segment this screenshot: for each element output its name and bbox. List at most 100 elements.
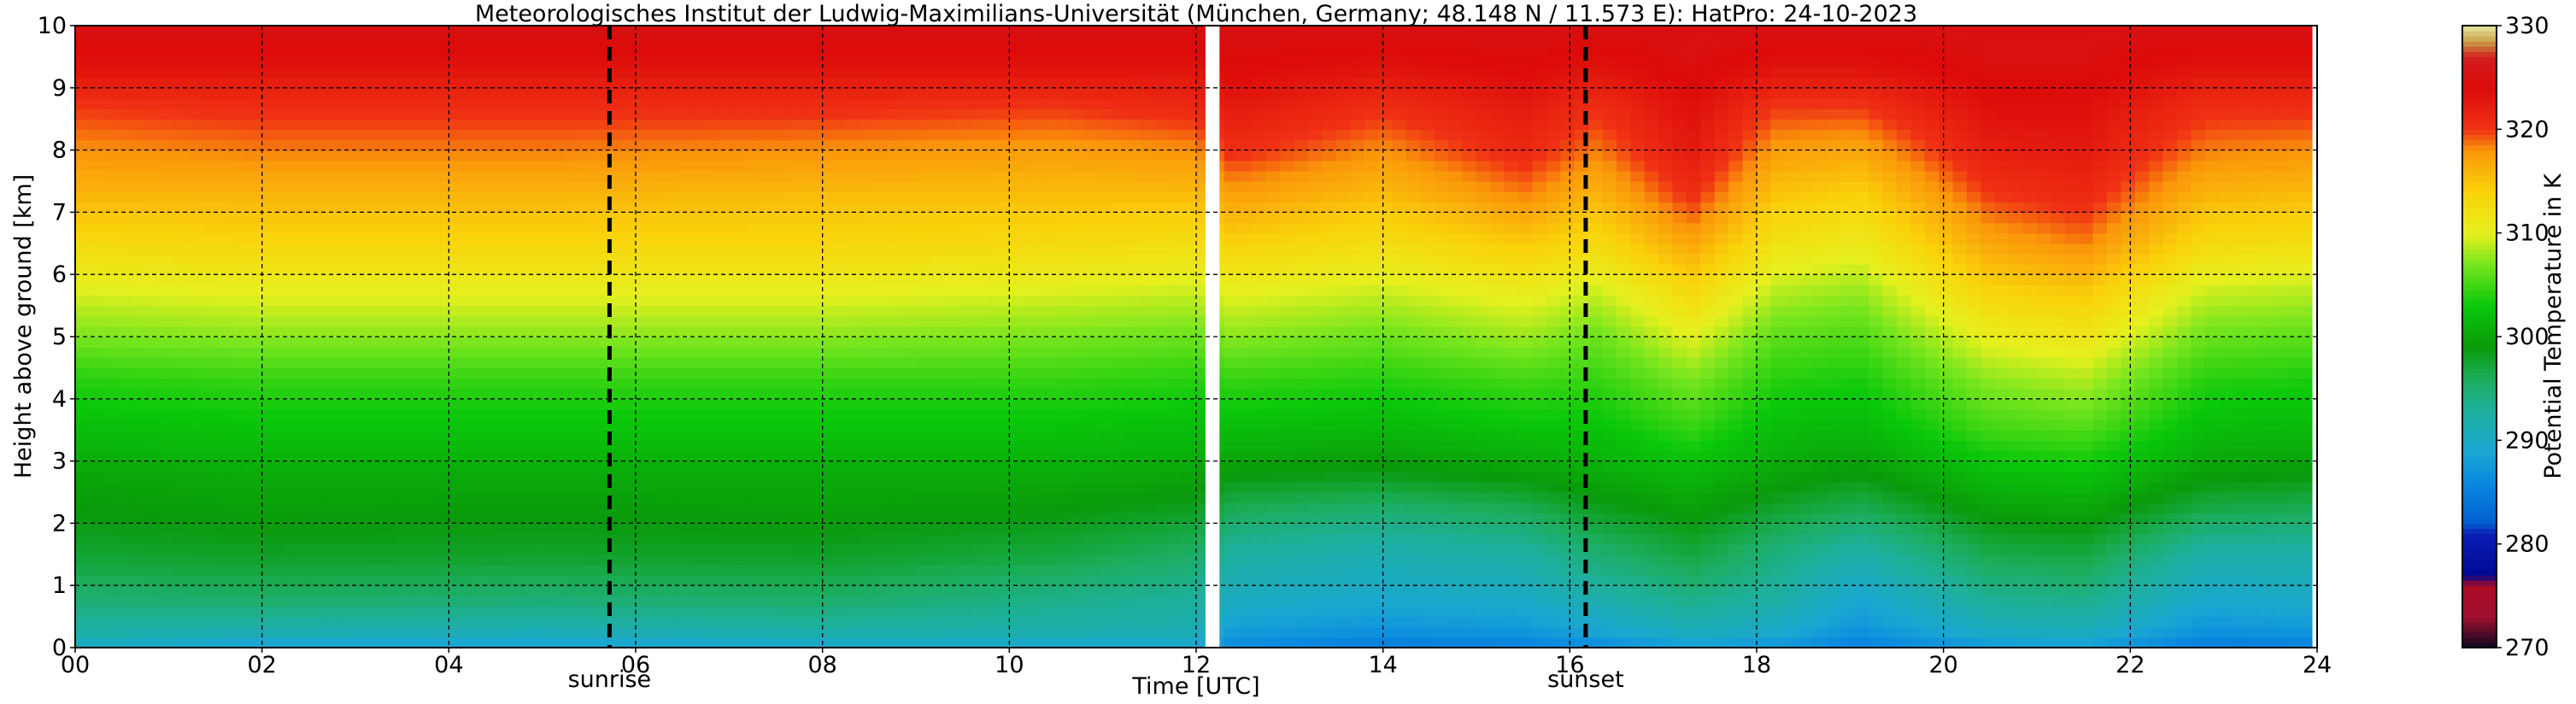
heatmap-cell: [593, 253, 608, 265]
heatmap-cell: [1070, 492, 1085, 503]
heatmap-cell: [958, 232, 973, 244]
heatmap-cell: [117, 295, 132, 307]
heatmap-cell: [496, 326, 511, 337]
heatmap-cell: [748, 585, 763, 597]
heatmap-cell: [425, 222, 441, 234]
heatmap-cell: [201, 585, 216, 597]
heatmap-cell: [523, 129, 538, 141]
heatmap-cell: [1070, 440, 1085, 452]
heatmap-cell: [1070, 97, 1085, 109]
heatmap-cell: [1182, 160, 1197, 172]
heatmap-cell: [411, 285, 426, 296]
heatmap-cell: [117, 170, 132, 182]
heatmap-cell: [831, 26, 847, 37]
heatmap-cell: [733, 295, 748, 307]
heatmap-cell: [299, 243, 314, 255]
heatmap-cell: [1083, 398, 1099, 410]
heatmap-cell: [299, 295, 314, 307]
heatmap-cell: [901, 170, 917, 182]
heatmap-cell: [943, 243, 959, 255]
heatmap-cell: [285, 119, 301, 131]
heatmap-cell: [1168, 36, 1183, 47]
heatmap-cell: [873, 67, 889, 79]
heatmap-cell: [873, 315, 889, 327]
heatmap-cell: [131, 637, 146, 648]
heatmap-cell: [888, 212, 903, 224]
heatmap-cell: [551, 181, 566, 192]
heatmap-cell: [579, 347, 595, 358]
heatmap-cell: [986, 388, 1001, 400]
heatmap-cell: [439, 170, 455, 182]
heatmap-cell: [1112, 595, 1127, 607]
heatmap-cell: [803, 606, 819, 618]
heatmap-cell: [75, 326, 91, 337]
heatmap-cell: [971, 129, 987, 141]
heatmap-cell: [888, 533, 903, 545]
heatmap-cell: [1140, 315, 1155, 327]
heatmap-cell: [89, 471, 104, 483]
heatmap-cell: [159, 419, 174, 431]
heatmap-cell: [958, 502, 973, 513]
heatmap-cell: [341, 367, 356, 379]
heatmap-cell: [761, 36, 777, 47]
heatmap-cell: [663, 533, 678, 545]
heatmap-cell: [285, 253, 301, 265]
heatmap-cell: [803, 575, 819, 586]
heatmap-cell: [383, 523, 398, 535]
heatmap-cell: [523, 305, 538, 317]
heatmap-cell: [1056, 326, 1071, 337]
heatmap-cell: [509, 97, 525, 109]
heatmap-cell: [257, 119, 273, 131]
heatmap-cell: [439, 513, 455, 525]
heatmap-cell: [551, 160, 566, 172]
heatmap-cell: [425, 139, 441, 151]
heatmap-cell: [719, 585, 735, 597]
heatmap-cell: [243, 461, 258, 472]
heatmap-cell: [748, 533, 763, 545]
heatmap-cell: [1140, 606, 1155, 618]
heatmap-cell: [257, 337, 273, 348]
heatmap-cell: [341, 181, 356, 192]
heatmap-cell: [383, 222, 398, 234]
heatmap-cell: [1042, 232, 1057, 244]
heatmap-cell: [383, 160, 398, 172]
heatmap-cell: [706, 139, 721, 151]
heatmap-cell: [901, 337, 917, 348]
heatmap-cell: [159, 595, 174, 607]
heatmap-cell: [1028, 337, 1043, 348]
heatmap-cell: [159, 56, 174, 68]
heatmap-cell: [943, 347, 959, 358]
heatmap-cell: [131, 232, 146, 244]
heatmap-cell: [173, 274, 188, 286]
heatmap-cell: [89, 585, 104, 597]
heatmap-cell: [397, 285, 413, 296]
heatmap-cell: [481, 129, 496, 141]
heatmap-cell: [958, 285, 973, 296]
heatmap-cell: [173, 554, 188, 566]
heatmap-cell: [678, 347, 693, 358]
heatmap-cell: [636, 253, 651, 265]
heatmap-cell: [369, 139, 384, 151]
heatmap-cell: [313, 295, 328, 307]
heatmap-cell: [691, 367, 707, 379]
heatmap-cell: [537, 481, 553, 493]
heatmap-cell: [1223, 109, 1239, 120]
heatmap-cell: [1126, 170, 1141, 182]
heatmap-cell: [776, 56, 791, 68]
heatmap-cell: [89, 637, 104, 648]
heatmap-cell: [369, 481, 384, 493]
heatmap-cell: [496, 337, 511, 348]
heatmap-cell: [131, 461, 146, 472]
heatmap-cell: [117, 513, 132, 525]
heatmap-cell: [467, 264, 483, 275]
heatmap-cell: [327, 274, 343, 286]
heatmap-cell: [706, 202, 721, 214]
heatmap-cell: [566, 274, 581, 286]
heatmap-cell: [1083, 26, 1099, 37]
heatmap-cell: [873, 347, 889, 358]
heatmap-cell: [481, 471, 496, 483]
heatmap-cell: [187, 191, 202, 202]
heatmap-cell: [159, 36, 174, 47]
heatmap-cell: [579, 56, 595, 68]
heatmap-cell: [621, 212, 637, 224]
